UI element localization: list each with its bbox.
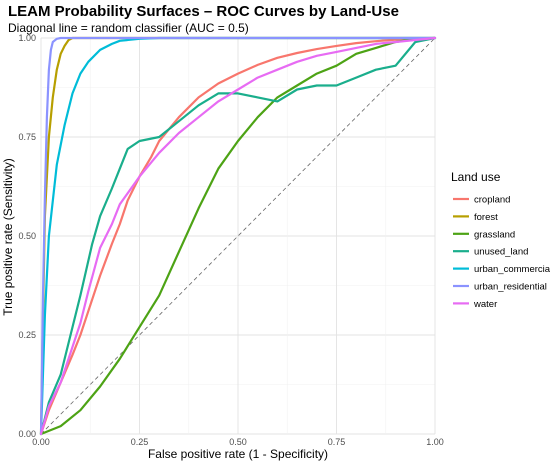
x-axis-ticks: 0.00 0.25 0.50 0.75 1.00 [32,437,444,447]
chart-subtitle: Diagonal line = random classifier (AUC =… [8,21,249,35]
x-tick-label: 0.00 [32,437,50,447]
roc-line-unused-land [39,36,437,436]
legend-label-grassland: grassland [474,229,515,240]
chart-title: LEAM Probability Surfaces – ROC Curves b… [8,3,399,20]
roc-line-water [39,36,437,436]
roc-line-urban-residential [39,36,437,436]
legend-label-unused-land: unused_land [474,247,528,258]
y-axis-label: True positive rate (Sensitivity) [1,158,15,316]
y-tick-label: 1.00 [18,33,36,43]
legend-items: cropland forest grassland unused_land urban_… [453,195,550,310]
legend-label-forest: forest [474,212,498,223]
y-axis-ticks: 0.00 0.25 0.50 0.75 1.00 [18,33,36,439]
y-tick-label: 0.75 [18,132,36,142]
series-lines [39,36,437,436]
legend-label-urban-residential: urban_residential [474,282,547,293]
legend: Land use cropland forest grassland unused_l… [451,170,550,310]
reference-diagonal [40,37,436,435]
y-tick-label: 0.25 [18,330,36,340]
x-tick-label: 1.00 [426,437,444,447]
legend-label-urban-commercial: urban_commercial [474,264,550,275]
x-tick-label: 0.25 [131,437,149,447]
legend-label-cropland: cropland [474,195,510,206]
legend-label-water: water [473,299,497,310]
roc-line-grassland [39,36,437,436]
roc-line-cropland [39,36,437,436]
y-tick-label: 0.00 [18,429,36,439]
x-axis-label: False positive rate (1 - Specificity) [148,447,328,461]
y-tick-label: 0.50 [18,231,36,241]
legend-title: Land use [451,170,501,184]
x-tick-label: 0.50 [229,437,247,447]
x-tick-label: 0.75 [328,437,346,447]
